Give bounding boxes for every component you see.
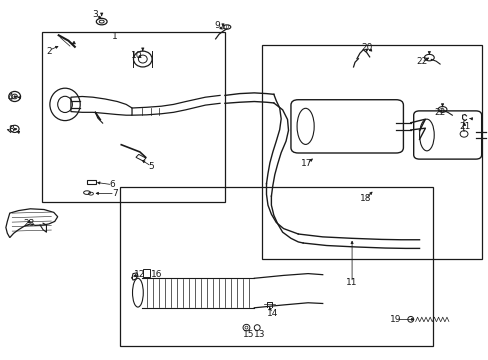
Text: 7: 7 bbox=[112, 189, 118, 198]
Bar bbox=[41, 32, 224, 202]
Text: 13: 13 bbox=[254, 330, 265, 338]
Text: 12: 12 bbox=[133, 270, 145, 279]
Text: 16: 16 bbox=[150, 270, 162, 279]
Text: 18: 18 bbox=[359, 194, 371, 203]
Text: 1: 1 bbox=[112, 32, 118, 41]
Text: 4: 4 bbox=[8, 94, 14, 103]
Text: 8: 8 bbox=[8, 125, 14, 134]
Text: 6: 6 bbox=[109, 180, 115, 189]
Text: 20: 20 bbox=[360, 43, 372, 52]
Text: 9: 9 bbox=[214, 22, 220, 31]
Text: 10: 10 bbox=[131, 51, 142, 60]
Bar bbox=[136, 154, 145, 161]
Text: 17: 17 bbox=[301, 159, 312, 168]
Text: 11: 11 bbox=[346, 278, 357, 287]
Text: 2: 2 bbox=[46, 47, 52, 56]
Bar bbox=[120, 187, 432, 346]
Text: 22: 22 bbox=[433, 108, 445, 117]
Text: 22: 22 bbox=[415, 58, 427, 67]
Text: 23: 23 bbox=[23, 220, 35, 229]
Bar bbox=[261, 45, 481, 259]
Text: 15: 15 bbox=[242, 330, 254, 338]
Text: 19: 19 bbox=[389, 315, 401, 324]
Text: 14: 14 bbox=[266, 309, 278, 318]
Bar bbox=[142, 269, 150, 277]
Text: 3: 3 bbox=[92, 10, 98, 19]
Text: 5: 5 bbox=[148, 162, 154, 171]
Bar bbox=[87, 180, 96, 184]
Text: 21: 21 bbox=[458, 122, 469, 131]
